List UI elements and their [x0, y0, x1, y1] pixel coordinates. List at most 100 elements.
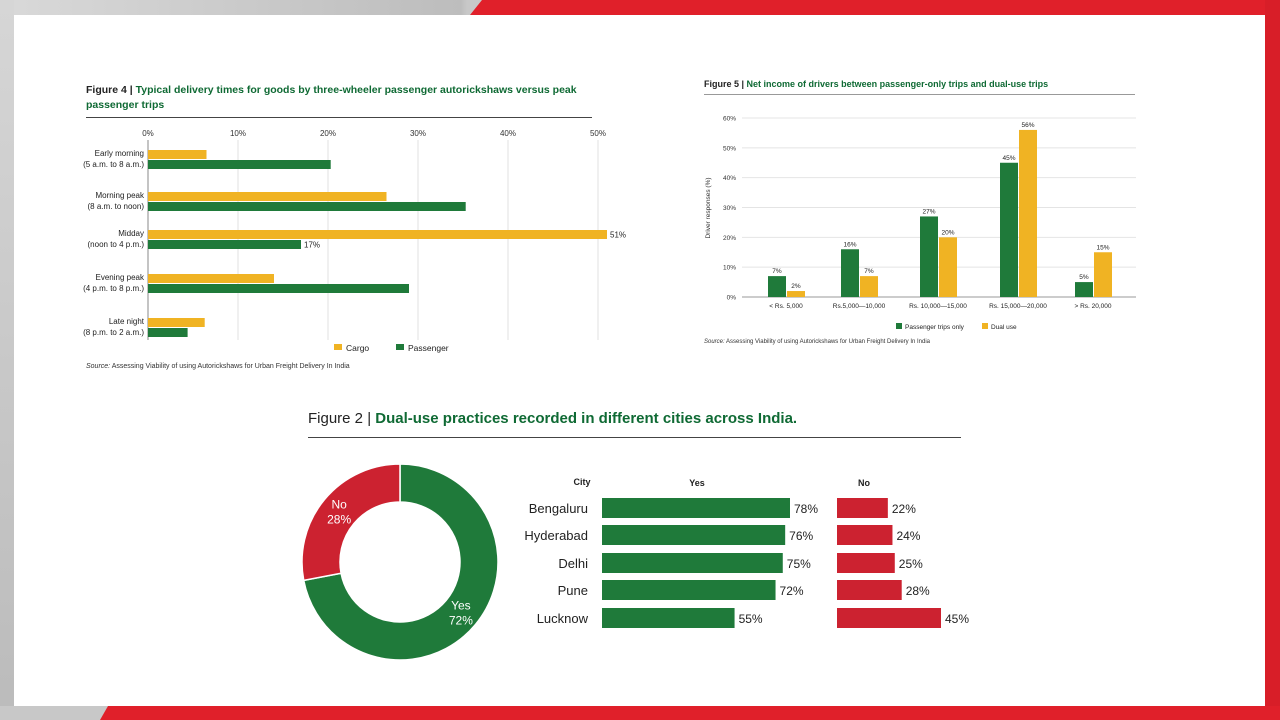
fig4-category-label: Morning peak	[96, 191, 145, 200]
figure5-number: Figure 5 |	[704, 79, 745, 89]
figure4-title-text: Typical delivery times for goods by thre…	[86, 84, 577, 111]
fig5-category-label: Rs. 10,000—15,000	[909, 303, 967, 310]
fig5-bar-passenger	[1000, 162, 1018, 297]
figure2-title: Figure 2 | Dual-use practices recorded i…	[308, 410, 968, 428]
frame-bottom-red	[100, 706, 1280, 720]
fig5-category-label: < Rs. 5,000	[769, 303, 803, 310]
fig2-bar-no	[837, 553, 895, 573]
fig5-tick-label: 40%	[723, 175, 736, 182]
fig4-bar-passenger	[148, 284, 409, 293]
figure5-source: Source: Assessing Viability of using Aut…	[704, 339, 930, 345]
fig2-donut-label-value: 28%	[327, 513, 351, 527]
fig5-bar-dual	[1019, 129, 1037, 297]
figure4-source: Source: Assessing Viability of using Aut…	[86, 363, 350, 370]
fig4-bar-passenger	[148, 202, 466, 211]
fig4-data-label: 17%	[304, 241, 320, 250]
fig2-bar-no-label: 25%	[899, 557, 923, 571]
fig5-legend-label-passenger: Passenger trips only	[905, 324, 965, 331]
fig2-donut-label-name: Yes	[451, 598, 471, 612]
fig2-bar-yes	[602, 580, 776, 600]
fig5-data-label: 5%	[1079, 274, 1089, 281]
fig2-city-label: Hyderabad	[524, 528, 588, 543]
fig4-bar-cargo	[148, 150, 207, 159]
fig4-legend-label-passenger: Passenger	[408, 343, 449, 353]
frame-left	[0, 0, 14, 720]
figure4-chart: 0% 10% 20% 30% 40% 50% Early morning (5 a.m. to…	[83, 129, 626, 353]
fig2-city-label: Pune	[558, 583, 588, 598]
fig5-data-label: 45%	[1002, 155, 1015, 162]
fig4-category-label: Midday	[118, 229, 144, 238]
figure2-title-text: Dual-use practices recorded in different…	[375, 410, 798, 427]
fig5-data-label: 27%	[922, 208, 935, 215]
fig5-category-label: Rs.5,000—10,000	[833, 303, 886, 310]
fig2-header-yes: Yes	[689, 478, 705, 488]
fig2-header-city: City	[573, 477, 590, 487]
fig4-category-sublabel: (8 p.m. to 2 a.m.)	[83, 328, 144, 337]
fig4-category-label: Late night	[109, 317, 145, 326]
fig5-bar-passenger	[768, 276, 786, 297]
fig4-category-sublabel: (noon to 4 p.m.)	[88, 240, 145, 249]
fig2-city-label: Lucknow	[537, 611, 589, 626]
fig5-legend-swatch-passenger	[896, 323, 902, 329]
fig2-bar-yes-label: 72%	[780, 584, 804, 598]
figure4-rule	[86, 117, 592, 118]
frame-right	[1265, 0, 1280, 720]
fig2-bar-yes-label: 55%	[739, 612, 763, 626]
fig4-category-label: Early morning	[95, 149, 144, 158]
fig4-tick-label: 30%	[410, 129, 426, 138]
fig4-legend-swatch-cargo	[334, 344, 342, 350]
fig2-bar-yes	[602, 525, 786, 545]
fig4-bar-passenger	[148, 240, 301, 249]
figure2-rule	[308, 437, 961, 438]
figure5-source-text: Assessing Viability of using Autoricksha…	[726, 339, 931, 345]
fig2-bar-no	[837, 580, 902, 600]
fig5-bar-passenger	[841, 249, 859, 297]
fig4-data-label: 51%	[610, 231, 626, 240]
fig4-bar-cargo	[148, 274, 274, 283]
figure5-source-label: Source:	[704, 339, 725, 345]
fig5-tick-label: 0%	[727, 295, 737, 302]
fig5-data-label: 20%	[941, 229, 954, 236]
fig4-tick-label: 10%	[230, 129, 246, 138]
fig2-bar-no-label: 22%	[892, 502, 916, 516]
fig2-donut-slice-yes	[302, 463, 499, 661]
fig4-tick-label: 40%	[500, 129, 516, 138]
fig5-tick-label: 50%	[723, 145, 736, 152]
fig5-y-axis-label: Driver responses (%)	[705, 177, 712, 238]
fig5-tick-label: 60%	[723, 116, 736, 123]
fig5-data-label: 7%	[864, 268, 874, 275]
fig5-data-label: 16%	[843, 241, 856, 248]
fig2-bar-yes-label: 75%	[787, 557, 811, 571]
figure5-rule	[704, 94, 1135, 95]
fig4-legend-label-cargo: Cargo	[346, 343, 369, 353]
fig4-category-sublabel: (4 p.m. to 8 p.m.)	[83, 284, 144, 293]
fig4-bar-cargo	[148, 192, 387, 201]
fig2-bar-no	[837, 525, 893, 545]
fig4-bar-cargo	[148, 318, 205, 327]
fig4-tick-label: 50%	[590, 129, 606, 138]
fig2-bar-no-label: 24%	[896, 529, 920, 543]
figure4-source-text: Assessing Viability of using Autoricksha…	[111, 363, 350, 370]
fig2-city-label: Bengaluru	[529, 501, 588, 516]
fig5-legend-label-dual: Dual use	[991, 324, 1017, 331]
figure2-number: Figure 2 |	[308, 410, 372, 427]
fig2-bar-no-label: 28%	[906, 584, 930, 598]
fig5-legend-swatch-dual	[982, 323, 988, 329]
fig4-bar-passenger	[148, 160, 331, 169]
fig2-city-label: Delhi	[558, 556, 588, 571]
figure5-title: Figure 5 | Net income of drivers between…	[704, 78, 1144, 90]
fig5-tick-label: 20%	[723, 235, 736, 242]
fig2-bar-yes	[602, 553, 783, 573]
fig5-bar-passenger	[1075, 282, 1093, 297]
figure4-number: Figure 4 |	[86, 84, 133, 96]
fig4-category-label: Evening peak	[96, 273, 145, 282]
fig4-category-sublabel: (5 a.m. to 8 a.m.)	[83, 160, 144, 169]
fig4-bar-cargo	[148, 230, 607, 239]
fig2-bar-no	[837, 608, 941, 628]
fig2-bar-no-label: 45%	[945, 612, 969, 626]
fig4-category-sublabel: (8 a.m. to noon)	[88, 202, 145, 211]
fig2-bar-no	[837, 498, 888, 518]
fig2-bar-yes-label: 76%	[789, 529, 813, 543]
figure5-title-text: Net income of drivers between passenger-…	[746, 79, 1049, 89]
